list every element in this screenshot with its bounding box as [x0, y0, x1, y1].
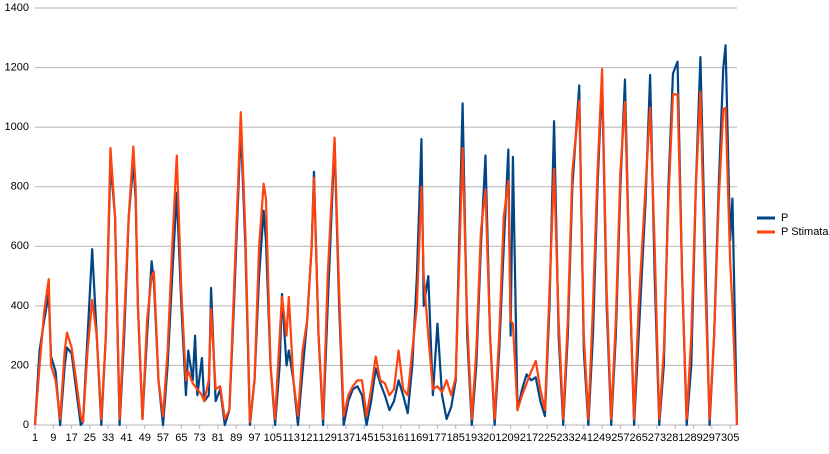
legend-label: P Stimata — [781, 226, 829, 238]
x-tick-label: 201 — [483, 432, 501, 444]
y-tick-label: 1400 — [5, 2, 29, 14]
y-tick-label: 800 — [11, 181, 29, 193]
x-tick-label: 289 — [684, 432, 702, 444]
x-tick-label: 209 — [501, 432, 519, 444]
x-tick-label: 249 — [593, 432, 611, 444]
x-tick-label: 305 — [721, 432, 739, 444]
y-tick-label: 1000 — [5, 121, 29, 133]
series-line — [33, 67, 739, 426]
x-tick-label: 185 — [447, 432, 465, 444]
y-tick-label: 200 — [11, 359, 29, 371]
x-tick-label: 9 — [50, 432, 56, 444]
x-tick-label: 97 — [248, 432, 260, 444]
x-tick-label: 129 — [319, 432, 337, 444]
x-tick-label: 113 — [282, 432, 300, 444]
x-tick-label: 273 — [648, 432, 666, 444]
x-tick-label: 177 — [428, 432, 446, 444]
x-tick-label: 1 — [32, 432, 38, 444]
x-tick-label: 193 — [465, 432, 483, 444]
x-tick-label: 145 — [355, 432, 373, 444]
legend-label: P — [781, 212, 788, 224]
x-tick-label: 17 — [65, 432, 77, 444]
x-tick-label: 121 — [300, 432, 318, 444]
x-tick-label: 105 — [264, 432, 282, 444]
x-tick-label: 297 — [703, 432, 721, 444]
y-tick-label: 0 — [23, 419, 29, 431]
x-tick-label: 217 — [520, 432, 538, 444]
x-tick-label: 265 — [629, 432, 647, 444]
y-tick-label: 1200 — [5, 61, 29, 73]
x-tick-label: 89 — [230, 432, 242, 444]
x-tick-label: 281 — [666, 432, 684, 444]
x-tick-label: 25 — [84, 432, 96, 444]
x-tick-label: 153 — [373, 432, 391, 444]
x-tick-label: 81 — [212, 432, 224, 444]
x-tick-label: 161 — [392, 432, 410, 444]
y-tick-label: 400 — [11, 300, 29, 312]
x-tick-label: 233 — [556, 432, 574, 444]
x-tick-label: 137 — [337, 432, 355, 444]
x-tick-label: 57 — [157, 432, 169, 444]
x-tick-label: 65 — [175, 432, 187, 444]
x-tick-label: 41 — [120, 432, 132, 444]
y-tick-label: 600 — [11, 240, 29, 252]
x-tick-label: 257 — [611, 432, 629, 444]
x-tick-label: 33 — [102, 432, 114, 444]
x-tick-label: 49 — [139, 432, 151, 444]
x-tick-label: 169 — [410, 432, 428, 444]
x-tick-label: 225 — [538, 432, 556, 444]
x-tick-label: 241 — [575, 432, 593, 444]
x-tick-label: 73 — [194, 432, 206, 444]
